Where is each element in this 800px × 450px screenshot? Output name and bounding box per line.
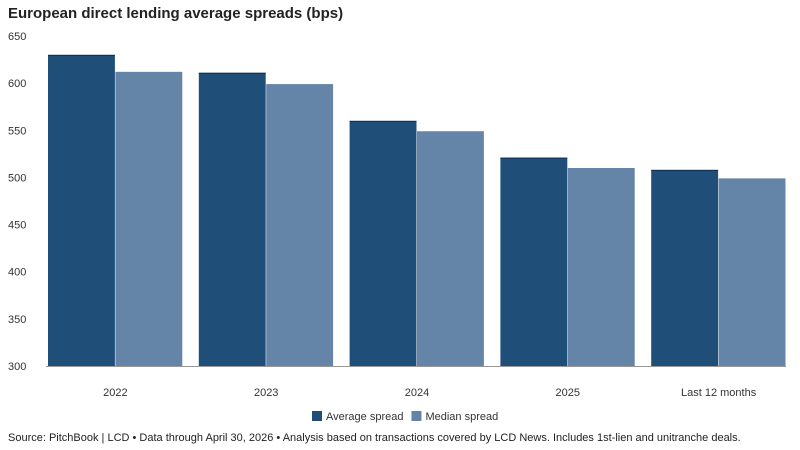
chart-source-note: Source: PitchBook | LCD • Data through A…: [8, 432, 741, 444]
bar-median-spread: [718, 178, 786, 366]
y-axis: 300 350 400 450 500 550 600 650: [8, 31, 26, 373]
x-tick-label: 2025: [556, 387, 580, 399]
x-tick-label: 2022: [103, 387, 127, 399]
y-tick-label: 450: [8, 220, 26, 232]
x-tick-label: Last 12 months: [681, 387, 757, 399]
y-tick-label: 400: [8, 267, 26, 279]
y-tick-label: 500: [8, 172, 26, 184]
bar-average-spread: [651, 169, 719, 366]
bar-average-spread: [349, 120, 417, 366]
x-axis: 2022 2023 2024 2025 Last 12 months: [46, 366, 786, 399]
x-tick-label: 2024: [405, 387, 429, 399]
bar-median-spread: [115, 71, 183, 366]
legend-label: Median spread: [425, 411, 498, 423]
legend-swatch: [411, 411, 422, 421]
bar-average-spread: [198, 72, 266, 367]
bar-average-spread: [48, 54, 115, 366]
bar-average-spread: [500, 157, 568, 366]
legend-swatch: [312, 411, 322, 421]
y-tick-label: 300: [8, 361, 26, 373]
y-tick-label: 350: [8, 314, 26, 326]
y-tick-label: 600: [8, 78, 26, 90]
legend-label: Average spread: [326, 411, 403, 423]
chart-title: European direct lending average spreads …: [8, 5, 344, 22]
bar-median-spread: [567, 168, 635, 366]
bars: [48, 54, 786, 367]
y-tick-label: 550: [8, 125, 26, 137]
bar-median-spread: [266, 84, 334, 366]
y-tick-label: 650: [8, 31, 26, 43]
legend: Average spread Median spread: [312, 411, 498, 423]
x-tick-label: 2023: [254, 387, 278, 399]
bar-median-spread: [417, 131, 484, 366]
